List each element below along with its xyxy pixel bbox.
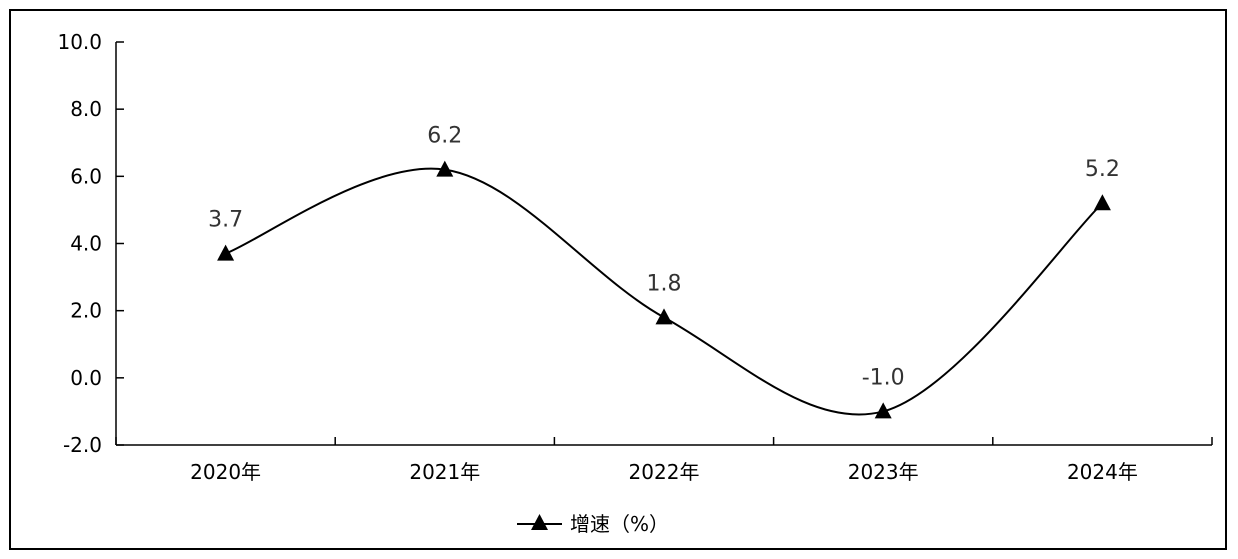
y-tick-label: 0.0 — [70, 366, 102, 390]
y-tick-label: 10.0 — [57, 30, 102, 54]
y-tick-label: 8.0 — [70, 97, 102, 121]
data-label: 3.7 — [208, 208, 243, 233]
data-point-marker — [655, 308, 673, 325]
x-tick-label: 2024年 — [1067, 460, 1138, 484]
y-axis: 10.0 8.0 6.0 4.0 2.0 0.0 -2.0 — [57, 30, 124, 457]
chart-frame — [9, 9, 1227, 550]
y-tick-label: -2.0 — [63, 433, 102, 457]
legend-marker-triangle-icon — [531, 514, 548, 530]
x-tick-label: 2021年 — [409, 460, 480, 484]
data-label: 5.2 — [1085, 157, 1120, 182]
data-point-marker — [874, 402, 892, 419]
data-label-layer: 3.7 6.2 1.8 -1.0 5.2 — [208, 124, 1120, 391]
data-point-marker — [436, 160, 454, 177]
y-tick-label: 4.0 — [70, 232, 102, 256]
data-label: -1.0 — [862, 365, 905, 390]
x-tick-label: 2023年 — [848, 460, 919, 484]
x-tick-label: 2020年 — [190, 460, 261, 484]
series-layer — [217, 160, 1111, 419]
legend-label: 增速（%） — [570, 512, 669, 536]
data-label: 1.8 — [647, 271, 682, 296]
legend: 增速（%） — [517, 512, 669, 536]
data-label: 6.2 — [427, 124, 462, 149]
x-axis: 2020年 2021年 2022年 2023年 2024年 — [115, 437, 1213, 484]
x-tick-label: 2022年 — [629, 460, 700, 484]
data-point-marker — [217, 244, 235, 261]
data-point-marker — [1093, 194, 1111, 211]
y-tick-label: 2.0 — [70, 299, 102, 323]
y-tick-label: 6.0 — [70, 164, 102, 188]
